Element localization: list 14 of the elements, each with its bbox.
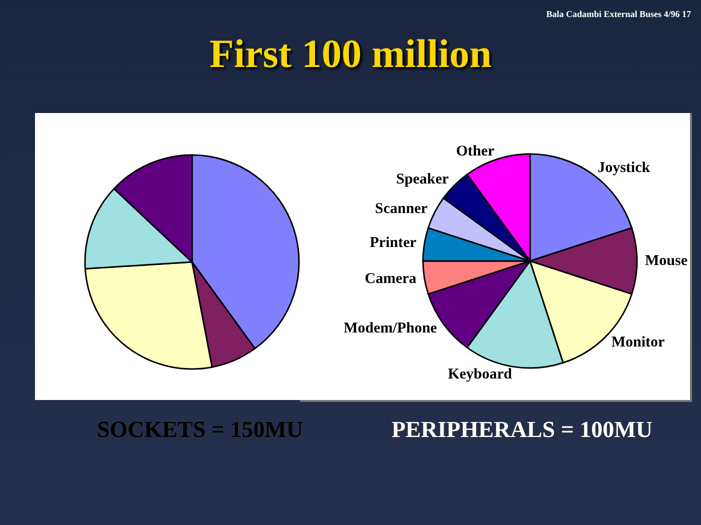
text: Bala Cadambi External Buses 4/96 17	[546, 9, 691, 19]
slice-label: Camera	[364, 270, 417, 287]
slice-label: Other	[456, 144, 495, 160]
slice-label: Joystick	[598, 160, 651, 176]
text: PERIPHERALS = 100MU	[390, 417, 654, 443]
chart-title: First 100 million	[208, 30, 493, 77]
slice-label: Printer	[370, 235, 417, 252]
slice-label: Keyboard	[448, 366, 513, 383]
slice-label: Monitor	[611, 334, 665, 350]
text: SOCKETS = 150MU	[96, 417, 304, 443]
slice-label: Scanner	[375, 200, 428, 217]
slice-label: Mouse	[645, 253, 688, 269]
slice-label: Modem/Phone	[344, 320, 438, 337]
slice-label: Speaker	[396, 172, 450, 188]
